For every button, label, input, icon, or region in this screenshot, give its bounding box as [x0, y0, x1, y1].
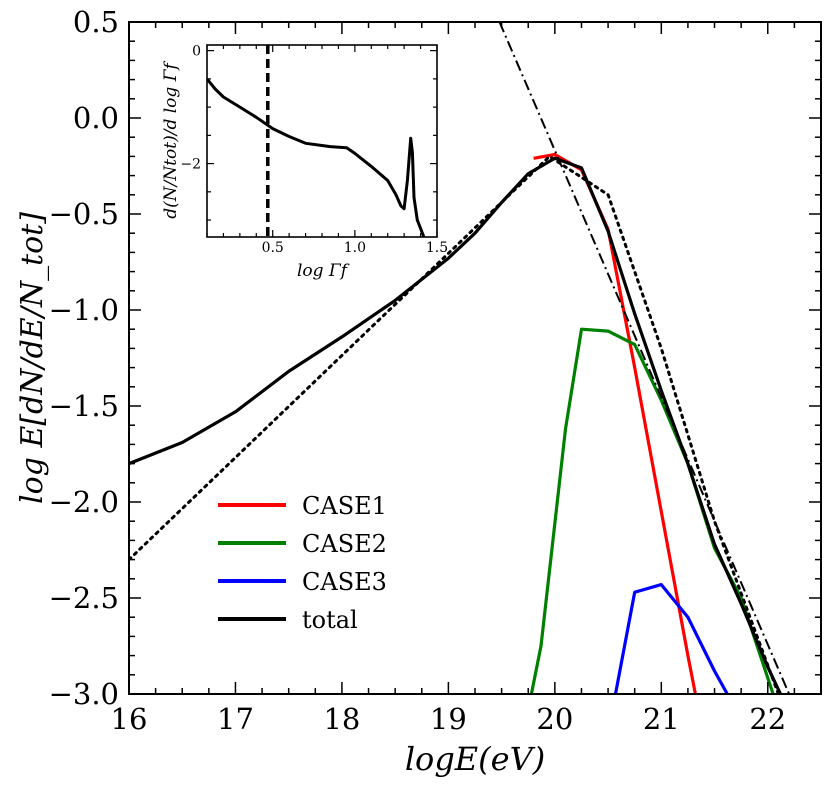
inset-x-tick-label: 0.5	[262, 240, 284, 256]
y-tick-label: −2.5	[49, 581, 119, 615]
legend-label-total: total	[302, 606, 358, 634]
y-axis-title: log E[dN/dE/N_tot]	[15, 212, 50, 504]
y-tick-label: 0.0	[73, 101, 119, 135]
series-line-total	[129, 156, 782, 694]
x-tick-label: 21	[643, 702, 680, 736]
series-line-case1	[533, 152, 697, 694]
inset-tick-group: 0.5 1.0 1.5 0 −2	[180, 44, 448, 256]
x-tick-label: 18	[323, 702, 360, 736]
inset-series-group	[207, 45, 426, 237]
x-tick-label: 22	[749, 702, 786, 736]
series-line-power-law-dash-dot-	[498, 22, 791, 694]
y-tick-label: −0.5	[49, 197, 119, 231]
inset-x-tick-label: 1.5	[426, 240, 448, 256]
y-tick-label: −3.0	[49, 677, 119, 711]
y-tick-label: 0.5	[73, 5, 119, 39]
main-series-group	[129, 22, 791, 694]
x-axis-title: logE(eV)	[405, 740, 545, 778]
x-tick-label: 20	[536, 702, 573, 736]
series-line-case2	[529, 327, 775, 694]
y-tick-label: −1.0	[49, 293, 119, 327]
inset-y-tick-label: 0	[192, 44, 201, 60]
legend: CASE1 CASE2 CASE3 total	[218, 492, 387, 634]
x-tick-label: 16	[111, 702, 148, 736]
inset-y-axis-title: d(N/Ntot)/d log Γf	[161, 61, 181, 219]
main-plot-frame	[128, 21, 822, 695]
legend-label-case1: CASE1	[302, 492, 387, 520]
x-tick-label: 17	[217, 702, 254, 736]
inset-y-tick-label: −2	[180, 157, 201, 173]
inset-background	[207, 45, 437, 237]
y-tick-label: −2.0	[49, 485, 119, 519]
inset-plot-frame	[206, 44, 438, 238]
inset-x-axis-title: log Γf	[297, 261, 350, 281]
inset-series-line	[207, 77, 426, 237]
series-line-case3	[613, 582, 729, 694]
inset-x-tick-label: 1.0	[344, 240, 366, 256]
x-tick-label: 19	[430, 702, 467, 736]
legend-label-case3: CASE3	[302, 568, 387, 596]
series-line-power-law-dotted-	[129, 154, 780, 694]
legend-label-case2: CASE2	[302, 530, 387, 558]
y-tick-label: −1.5	[49, 389, 119, 423]
